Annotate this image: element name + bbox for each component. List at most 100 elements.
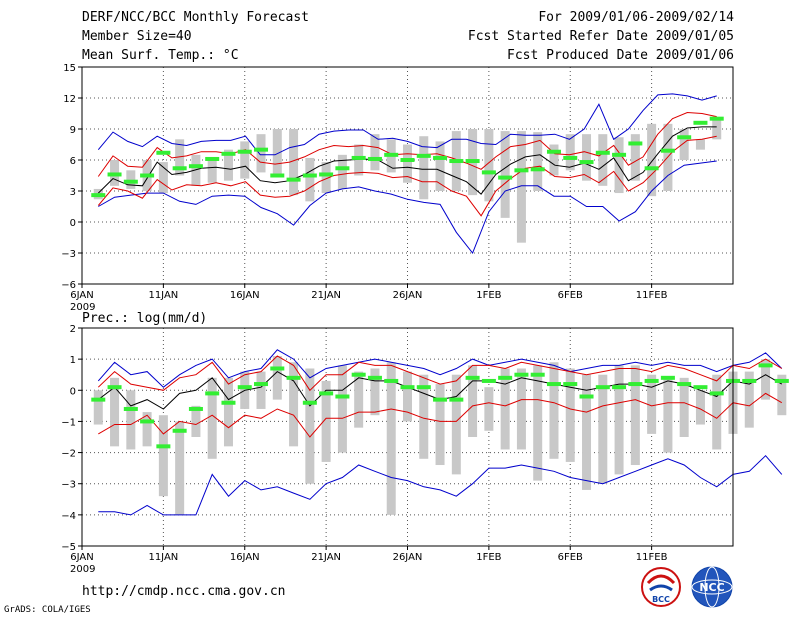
upper-line-precipitation <box>97 355 783 392</box>
box-temperature <box>240 141 250 179</box>
median-temperature <box>709 116 724 121</box>
forecast-produced-date: Fcst Produced Date 2009/01/06 <box>507 48 734 63</box>
median-precipitation <box>449 397 464 402</box>
box-precipitation <box>549 362 559 459</box>
median-precipitation <box>140 419 155 424</box>
x-tick-label: 21JAN <box>311 552 341 563</box>
median-precipitation <box>286 375 301 380</box>
chart-title: DERF/NCC/BCC Monthly Forecast <box>82 10 309 25</box>
median-temperature <box>465 159 480 164</box>
box-precipitation <box>175 421 185 515</box>
median-temperature <box>205 156 220 161</box>
median-temperature <box>481 170 496 175</box>
box-precipitation <box>761 359 771 400</box>
x-tick-label: 1FEB <box>476 552 501 563</box>
x-tick-label: 6FEB <box>558 290 583 301</box>
y-tick-label: 3 <box>70 187 76 198</box>
median-temperature <box>416 153 431 158</box>
median-temperature <box>514 168 529 173</box>
box-temperature <box>549 144 559 176</box>
median-temperature <box>693 120 708 125</box>
box-precipitation <box>289 362 299 447</box>
median-precipitation <box>546 382 561 387</box>
median-precipitation <box>612 385 627 390</box>
x-tick-label: 6FEB <box>558 552 583 563</box>
median-precipitation <box>709 391 724 396</box>
upper-line-temperature <box>97 111 717 177</box>
x-tick-label: 16JAN <box>230 552 260 563</box>
box-temperature <box>321 162 331 194</box>
median-temperature <box>123 179 138 184</box>
median-temperature <box>172 166 187 171</box>
box-precipitation <box>386 362 396 515</box>
median-temperature <box>286 177 301 182</box>
median-temperature <box>367 156 382 161</box>
box-precipitation <box>435 384 445 466</box>
precip-title: Prec.: log(mm/d) <box>82 311 207 326</box>
box-temperature <box>695 139 705 150</box>
median-precipitation <box>91 397 106 402</box>
median-precipitation <box>123 406 138 411</box>
lower-line-precipitation <box>98 392 783 438</box>
median-precipitation <box>481 378 496 383</box>
median-temperature <box>156 150 171 155</box>
median-precipitation <box>335 394 350 399</box>
y-tick-label: −6 <box>61 280 76 291</box>
median-precipitation <box>319 391 334 396</box>
median-precipitation <box>758 363 773 368</box>
box-precipitation <box>403 371 412 422</box>
box-precipitation <box>419 374 429 459</box>
box-precipitation <box>126 390 136 450</box>
x-tick-label: 6JAN <box>70 552 93 563</box>
median-temperature <box>498 175 513 180</box>
box-precipitation <box>695 390 705 425</box>
box-precipitation <box>223 377 233 447</box>
median-precipitation <box>644 378 659 383</box>
box-temperature <box>158 162 168 194</box>
box-precipitation <box>500 368 510 450</box>
median-precipitation <box>774 378 789 383</box>
median-temperature <box>644 166 659 171</box>
median-temperature <box>188 164 203 169</box>
x-tick-label: 1FEB <box>476 290 501 301</box>
source-url[interactable]: http://cmdp.ncc.cma.gov.cn <box>82 584 286 599</box>
box-temperature <box>289 129 299 196</box>
box-precipitation <box>337 365 347 453</box>
box-temperature <box>223 149 233 181</box>
median-temperature <box>677 135 692 140</box>
y-tick-label: 9 <box>70 125 76 136</box>
y-tick-label: −5 <box>61 542 76 553</box>
y-tick-label: −1 <box>61 417 76 428</box>
median-precipitation <box>156 444 171 449</box>
median-precipitation <box>172 428 187 433</box>
x-tick-label: 11FEB <box>636 552 668 563</box>
box-precipitation <box>744 371 754 428</box>
median-temperature <box>221 151 236 156</box>
box-temperature <box>256 134 266 173</box>
median-precipitation <box>188 406 203 411</box>
median-temperature <box>628 141 643 146</box>
median-temperature <box>302 173 317 178</box>
median-temperature <box>530 167 545 172</box>
box-precipitation <box>565 368 575 462</box>
temperature-panel: −6 −3 0 3 6 9 12 15 6JAN 11JAN 16JAN 21JAN 26JAN 1FEB… <box>61 63 734 313</box>
median-precipitation <box>302 400 317 405</box>
median-precipitation <box>205 391 220 396</box>
x-tick-label: 16JAN <box>230 290 260 301</box>
median-precipitation <box>465 375 480 380</box>
max-line-precipitation <box>97 349 783 388</box>
median-precipitation <box>693 385 708 390</box>
lower-line-temperature <box>97 135 717 217</box>
box-precipitation <box>630 365 640 466</box>
box-precipitation <box>191 405 201 437</box>
median-precipitation <box>433 397 448 402</box>
box-precipitation <box>516 368 526 450</box>
box-temperature <box>419 136 429 200</box>
median-precipitation <box>221 400 236 405</box>
median-precipitation <box>563 382 578 387</box>
box-temperature <box>354 144 364 176</box>
box-temperature <box>516 131 526 243</box>
forecast-period: For 2009/01/06-2009/02/14 <box>538 10 734 25</box>
median-precipitation <box>400 385 415 390</box>
